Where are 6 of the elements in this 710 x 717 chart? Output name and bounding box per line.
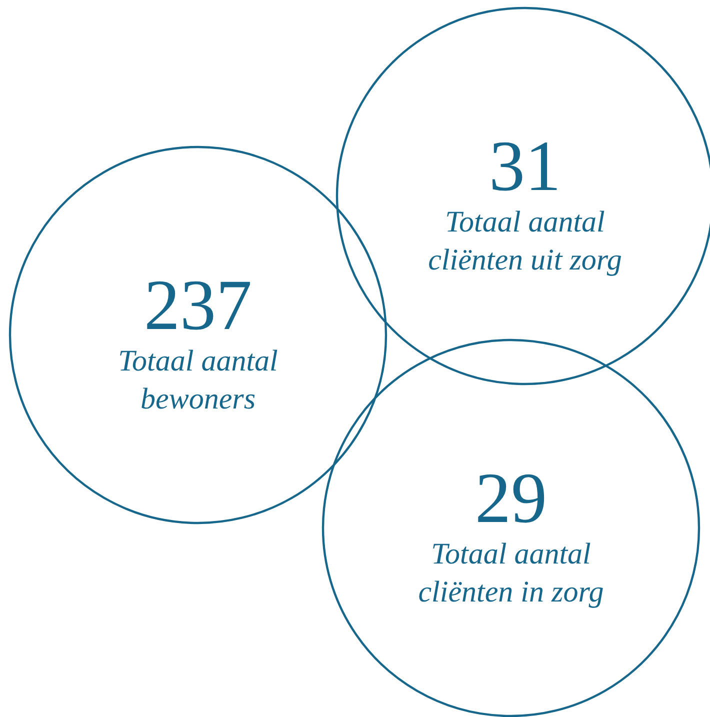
data-label: 31 xyxy=(489,126,561,206)
data-label: 29 xyxy=(475,458,547,538)
data-label: 237 xyxy=(144,265,252,345)
category-label: Totaal aantal cliënten in zorg xyxy=(418,538,604,608)
category-label: Totaal aantal bewoners xyxy=(118,344,278,416)
category-label: Totaal aantal cliënten uit zorg xyxy=(428,206,622,276)
